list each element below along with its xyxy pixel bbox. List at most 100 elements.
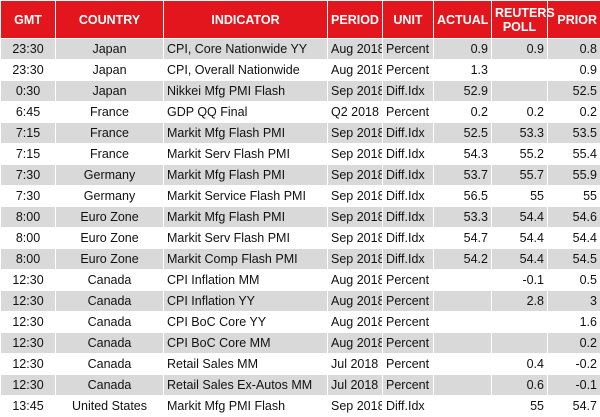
table-cell: Euro Zone [55, 227, 164, 249]
table-cell: Canada [55, 269, 164, 291]
table-cell: 55.4 [547, 143, 600, 165]
table-row: 12:30 Canada CPI BoC Core YY Aug 2018 Percen… [0, 311, 600, 333]
table-cell: Retail Sales MM [163, 353, 328, 375]
table-cell: 55 [491, 185, 548, 207]
table-cell: 6:45 [0, 101, 56, 123]
table-cell: Percent [382, 311, 434, 333]
table-cell: 53.7 [433, 164, 492, 186]
table-body: 23:30 Japan CPI, Core Nationwide YY Aug 201… [0, 38, 600, 417]
table-cell: France [55, 122, 164, 144]
table-row: 12:30 Canada Retail Sales MM Jul 2018 Percen… [0, 353, 600, 375]
table-cell: Euro Zone [55, 248, 164, 270]
table-row: 12:30 Canada CPI BoC Core MM Aug 2018 Percen… [0, 332, 600, 354]
table-cell: 0.9 [547, 59, 600, 81]
column-header: REUTERS POLL [491, 0, 555, 39]
table-cell: Germany [55, 164, 164, 186]
table-cell: Diff.Idx [382, 185, 434, 207]
table-cell: Aug 2018 [327, 332, 383, 354]
table-cell: Japan [55, 59, 164, 81]
table-cell [433, 269, 492, 291]
table-cell: 0.6 [491, 374, 548, 396]
table-cell: Percent [382, 290, 434, 312]
table-cell: 13:45 [0, 395, 56, 417]
table-cell: Markit Mfg Flash PMI [163, 122, 328, 144]
table-cell: 8:00 [0, 206, 56, 228]
table-cell: 55.9 [547, 164, 600, 186]
table-cell [491, 332, 548, 354]
table-cell [433, 311, 492, 333]
table-cell: Nikkei Mfg PMI Flash [163, 80, 328, 102]
table-cell [433, 332, 492, 354]
table-cell: Aug 2018 [327, 38, 383, 60]
column-header: UNIT [382, 0, 434, 39]
table-cell: 54.6 [547, 206, 600, 228]
table-cell: Markit Serv Flash PMI [163, 143, 328, 165]
column-header: COUNTRY [55, 0, 164, 39]
table-cell: 55 [547, 185, 600, 207]
table-cell: Sep 2018 [327, 80, 383, 102]
table-cell: Markit Mfg Flash PMI [163, 164, 328, 186]
table-cell: Percent [382, 269, 434, 291]
table-cell: Sep 2018 [327, 227, 383, 249]
table-cell: Percent [382, 353, 434, 375]
table-row: 6:45 France GDP QQ Final Q2 2018 Percent 0.2 0… [0, 101, 600, 123]
table-cell: 12:30 [0, 269, 56, 291]
table-cell: Percent [382, 38, 434, 60]
header-row: GMT COUNTRY INDICATOR PERIOD UNIT ACTUAL REUTE… [0, 0, 600, 39]
table-cell: 52.5 [433, 122, 492, 144]
table-cell: 0.2 [547, 101, 600, 123]
table-cell: Jul 2018 [327, 374, 383, 396]
table-cell: Percent [382, 101, 434, 123]
table-cell: Sep 2018 [327, 248, 383, 270]
table-cell: GDP QQ Final [163, 101, 328, 123]
table-cell: Aug 2018 [327, 59, 383, 81]
table-row: 7:30 Germany Markit Mfg Flash PMI Sep 2018 D… [0, 164, 600, 186]
table-cell: Markit Service Flash PMI [163, 185, 328, 207]
table-cell: Diff.Idx [382, 143, 434, 165]
table-cell: 54.4 [491, 227, 548, 249]
table-cell: CPI, Overall Nationwide [163, 59, 328, 81]
table-cell: 55.2 [491, 143, 548, 165]
table-cell: 53.3 [491, 122, 548, 144]
table-cell: CPI, Core Nationwide YY [163, 38, 328, 60]
table-cell: 52.5 [547, 80, 600, 102]
table-cell: 12:30 [0, 311, 56, 333]
table-cell: Canada [55, 353, 164, 375]
table-cell [433, 374, 492, 396]
table-cell: CPI BoC Core YY [163, 311, 328, 333]
table-cell: -0.1 [547, 374, 600, 396]
table-cell: 0.9 [491, 38, 548, 60]
table-cell: Q2 2018 [327, 101, 383, 123]
table-cell: Sep 2018 [327, 206, 383, 228]
table-cell: 0:30 [0, 80, 56, 102]
table-cell: Aug 2018 [327, 311, 383, 333]
table-cell: 12:30 [0, 353, 56, 375]
table-cell: Diff.Idx [382, 164, 434, 186]
table-cell: 0.8 [547, 38, 600, 60]
table-cell: 7:30 [0, 185, 56, 207]
table-cell: CPI BoC Core MM [163, 332, 328, 354]
table-cell: 2.8 [491, 290, 548, 312]
table-cell: Canada [55, 290, 164, 312]
table-cell: Diff.Idx [382, 80, 434, 102]
table-row: 12:30 Canada CPI Inflation MM Aug 2018 Perce… [0, 269, 600, 291]
table-row: 13:45 United States Markit Mfg PMI Flash Se… [0, 395, 600, 417]
table-row: 12:30 Canada Retail Sales Ex-Autos MM Jul 2… [0, 374, 600, 396]
table-cell: 7:15 [0, 122, 56, 144]
table-cell: 7:30 [0, 164, 56, 186]
table-cell: Percent [382, 332, 434, 354]
table-row: 8:00 Euro Zone Markit Serv Flash PMI Sep 20… [0, 227, 600, 249]
table-cell: Japan [55, 38, 164, 60]
table-cell: 54.4 [491, 248, 548, 270]
table-cell: Sep 2018 [327, 122, 383, 144]
table-cell: 54.4 [491, 206, 548, 228]
table-row: 8:00 Euro Zone Markit Mfg Flash PMI Sep 201… [0, 206, 600, 228]
table-cell: 1.6 [547, 311, 600, 333]
table-cell: 54.2 [433, 248, 492, 270]
table-cell: 12:30 [0, 290, 56, 312]
table-cell: -0.1 [491, 269, 548, 291]
table-cell: Sep 2018 [327, 395, 383, 417]
table-cell: France [55, 143, 164, 165]
table-row: 7:15 France Markit Mfg Flash PMI Sep 2018 Di… [0, 122, 600, 144]
